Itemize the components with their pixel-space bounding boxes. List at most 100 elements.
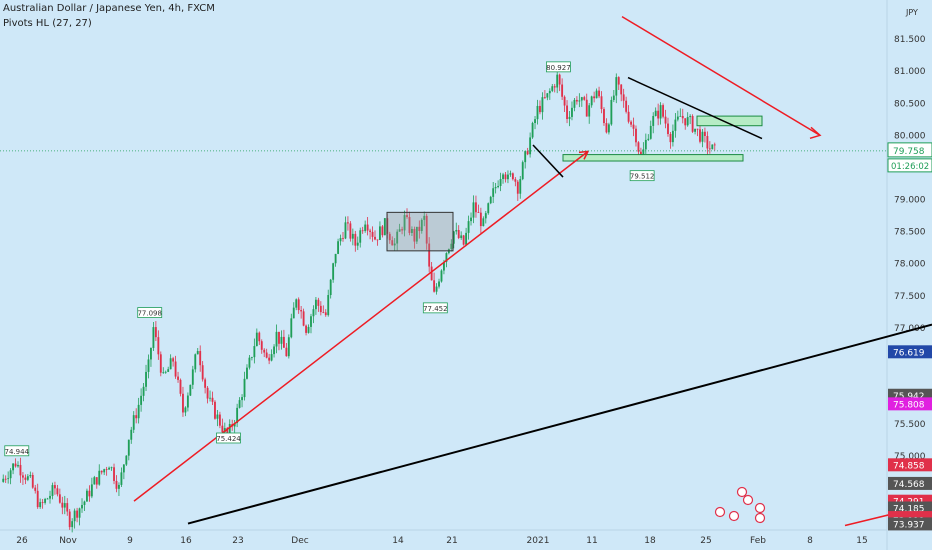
time-tick-label: 14 xyxy=(392,536,404,546)
candle xyxy=(622,94,625,101)
economic-event-icon[interactable] xyxy=(742,494,754,506)
candle xyxy=(659,105,662,119)
candle xyxy=(73,510,76,522)
candle xyxy=(561,84,564,97)
candle xyxy=(430,266,433,281)
candle xyxy=(273,346,275,355)
pivot-label: 80.927 xyxy=(546,64,571,72)
candle xyxy=(344,222,347,239)
candle xyxy=(263,349,266,353)
breakout-line[interactable] xyxy=(532,144,564,178)
candle xyxy=(265,352,268,358)
candle xyxy=(632,124,635,129)
time-tick-label: 9 xyxy=(127,536,133,546)
last-price-tag xyxy=(887,142,932,158)
candle xyxy=(470,217,472,222)
candle xyxy=(467,221,470,233)
candle xyxy=(403,215,406,231)
candle xyxy=(270,354,273,361)
candle xyxy=(221,425,224,433)
price-tick-label: 81.500 xyxy=(894,35,926,45)
candle xyxy=(664,116,667,124)
candle xyxy=(319,305,322,313)
triangle-upper-line[interactable] xyxy=(627,76,763,140)
candle xyxy=(669,134,672,143)
candle xyxy=(346,222,349,224)
candle xyxy=(81,504,83,509)
candle xyxy=(696,128,699,130)
candle xyxy=(342,238,344,239)
consolidation-box[interactable] xyxy=(386,211,454,252)
candle xyxy=(83,501,86,505)
candle xyxy=(332,263,335,280)
candle xyxy=(280,336,283,344)
candle xyxy=(275,331,278,347)
candle xyxy=(652,115,655,126)
candle xyxy=(657,110,660,119)
candle xyxy=(100,470,103,473)
candle xyxy=(51,485,54,496)
candle xyxy=(19,464,22,476)
price-tick-label: 77.000 xyxy=(894,324,926,334)
candle xyxy=(26,476,29,480)
candle xyxy=(607,124,610,133)
candle xyxy=(489,196,492,204)
candle xyxy=(201,365,204,380)
candle xyxy=(9,470,12,479)
candle xyxy=(108,467,111,470)
candle xyxy=(408,216,411,233)
zone-bottom-rect[interactable] xyxy=(562,154,744,162)
candle xyxy=(300,310,303,312)
candle xyxy=(571,107,573,117)
candle xyxy=(186,395,189,408)
red-trendline[interactable] xyxy=(133,150,589,502)
candle xyxy=(679,115,682,117)
red-arrow-line[interactable] xyxy=(621,15,821,136)
time-tick-label: 11 xyxy=(586,536,597,546)
price-label-value: 75.942 xyxy=(893,392,925,402)
price-tick-label: 77.500 xyxy=(894,292,926,302)
candle xyxy=(644,139,647,150)
candle xyxy=(339,238,342,242)
candle xyxy=(147,359,150,372)
candle xyxy=(364,224,367,231)
candle xyxy=(268,357,271,361)
candle xyxy=(246,367,248,379)
pivot-label-box xyxy=(137,307,163,318)
candle xyxy=(214,401,216,419)
candle xyxy=(322,312,325,313)
economic-event-icon[interactable] xyxy=(736,486,748,498)
candle xyxy=(68,511,71,528)
economic-event-icon[interactable] xyxy=(728,510,740,522)
candle xyxy=(529,137,532,155)
time-tick-label: 8 xyxy=(807,536,813,546)
economic-event-icon[interactable] xyxy=(754,512,766,524)
candle xyxy=(98,470,101,485)
economic-event-icon[interactable] xyxy=(714,506,726,518)
candle xyxy=(337,241,340,254)
time-tick-label: 26 xyxy=(16,536,28,546)
candle xyxy=(423,215,426,220)
candle xyxy=(228,424,231,436)
economic-event-icon[interactable] xyxy=(754,502,766,514)
candle xyxy=(415,226,418,242)
candle xyxy=(297,299,300,311)
candle xyxy=(292,307,295,319)
candle xyxy=(349,223,352,239)
candle xyxy=(88,490,91,497)
candle xyxy=(120,472,123,485)
candle xyxy=(122,464,125,473)
zone-top-rect[interactable] xyxy=(696,115,763,127)
black-trendline[interactable] xyxy=(187,323,932,525)
price-label-value: 75.808 xyxy=(893,400,925,410)
candle xyxy=(514,179,517,182)
candle xyxy=(445,253,448,262)
candle xyxy=(150,347,152,360)
candle xyxy=(113,467,115,481)
candle xyxy=(381,226,384,236)
price-label-value: 74.858 xyxy=(893,461,925,471)
candle xyxy=(630,121,632,125)
candle xyxy=(167,369,170,372)
